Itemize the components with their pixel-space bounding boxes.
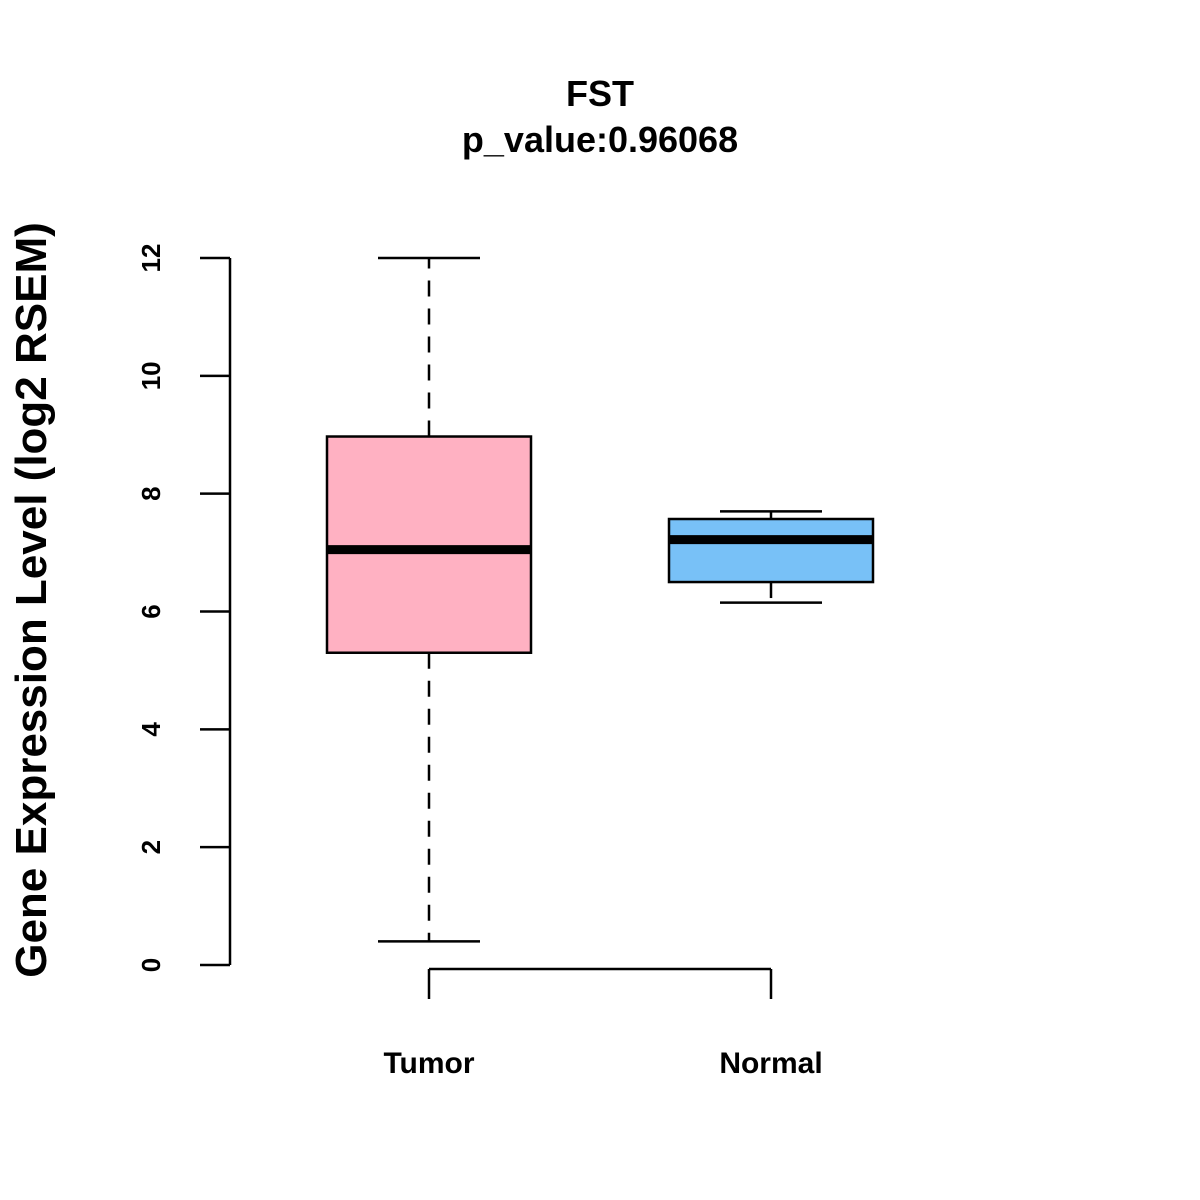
- x-tick-label-normal: Normal: [719, 1047, 822, 1080]
- y-tick-label-6: 12: [136, 244, 166, 273]
- box-tumor: [325, 256, 533, 943]
- y-tick-label-0: 0: [136, 958, 166, 972]
- y-tick-label-4: 8: [136, 486, 166, 500]
- chart-subtitle: p_value:0.96068: [462, 119, 738, 160]
- y-tick-label-2: 4: [136, 722, 166, 737]
- y-tick-label-3: 6: [136, 604, 166, 618]
- y-axis: 0 2 4 6 8 10 12: [136, 244, 232, 972]
- box-body-tumor: [325, 435, 533, 654]
- box-normal: [667, 510, 875, 604]
- box-body-normal: [667, 517, 875, 584]
- y-axis-label: Gene Expression Level (log2 RSEM): [7, 222, 56, 978]
- box-group: [325, 256, 875, 943]
- y-tick-label-5: 10: [136, 361, 166, 390]
- chart-title: FST: [566, 73, 634, 114]
- x-tick-label-tumor: Tumor: [383, 1047, 474, 1080]
- y-tick-label-1: 2: [136, 840, 166, 854]
- x-axis: Tumor Normal: [383, 967, 823, 1080]
